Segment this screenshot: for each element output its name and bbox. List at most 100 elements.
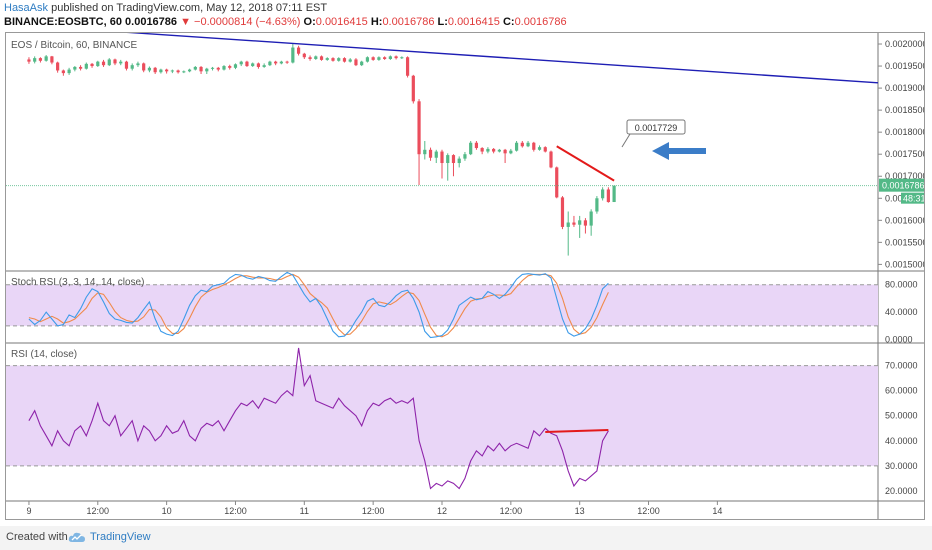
candle-body (136, 63, 140, 66)
price-pane-title: EOS / Bitcoin, 60, BINANCE (11, 40, 137, 51)
last-price-badge (879, 178, 924, 192)
candle-body (480, 148, 484, 152)
candle-body (251, 63, 255, 67)
blue-trendline (126, 33, 879, 84)
candle-body (446, 155, 450, 164)
close-value: 0.0016786 (514, 16, 567, 28)
candle-body (165, 69, 169, 72)
candle-body (239, 61, 243, 65)
candle-body (383, 57, 387, 60)
candle-body (50, 56, 54, 63)
candle-body (119, 61, 123, 64)
stoch-axis-label: 40.0000 (885, 307, 918, 317)
publish-info: HasaAsk published on TradingView.com, Ma… (4, 2, 327, 14)
candle-body (514, 142, 519, 151)
candle-body (176, 70, 180, 73)
tradingview-link[interactable]: TradingView (90, 531, 151, 543)
candle-body (314, 56, 318, 60)
candle-body (233, 64, 238, 68)
time-axis-label: 12:00 (362, 506, 385, 516)
candle-body (337, 58, 341, 61)
rsi-pane-title: RSI (14, close) (11, 349, 77, 360)
candle-body (371, 57, 375, 60)
stoch-axis-label: 0.0000 (885, 335, 913, 345)
candle-body (492, 148, 496, 152)
candle-body (147, 67, 152, 71)
candle-body (159, 69, 163, 73)
candle-body (331, 58, 335, 61)
price-axis-label: 0.0015500 (885, 237, 924, 247)
price-axis-label: 0.0017500 (885, 149, 924, 159)
author-link[interactable]: HasaAsk (4, 2, 49, 14)
candle-body (572, 222, 576, 225)
chart-header: HasaAsk published on TradingView.com, Ma… (0, 0, 932, 30)
last-price-label: 0.0016786 (882, 181, 924, 191)
candle-body (503, 149, 507, 154)
chart-svg[interactable]: 0.00150000.00155000.00160000.00165000.00… (6, 33, 924, 519)
high-value: 0.0016786 (382, 16, 435, 28)
stoch-band (6, 284, 878, 326)
candle-body (612, 185, 616, 203)
candle-body (291, 47, 295, 63)
price-axis-label: 0.0018000 (885, 127, 924, 137)
rsi-axis-label: 50.0000 (885, 411, 918, 421)
symbol-info: BINANCE:EOSBTC, 60 0.0016786 ▼ −0.000081… (4, 16, 567, 28)
ohlc-values: O:0.0016415 H:0.0016786 L:0.0016415 C:0.… (304, 16, 567, 28)
candle-body (451, 155, 456, 164)
candle-body (268, 61, 272, 66)
candle-body (360, 61, 364, 66)
price-axis-label: 0.0015000 (885, 259, 924, 269)
candle-body (526, 142, 530, 147)
candle-body (543, 147, 547, 152)
candle-body (107, 59, 111, 66)
candle-body (474, 142, 479, 149)
candle-body (578, 220, 582, 225)
candle-body (193, 66, 197, 70)
chart-area[interactable]: 0.00150000.00155000.00160000.00165000.00… (5, 32, 925, 520)
candle-body (130, 65, 134, 69)
last-price: 0.0016786 (125, 16, 178, 28)
candle-body (210, 67, 215, 69)
candle-body (44, 56, 48, 61)
rsi-axis-label: 30.0000 (885, 461, 918, 471)
time-axis-label: 13 (575, 506, 585, 516)
candle-body (61, 70, 65, 74)
candle-body (601, 189, 605, 199)
candle-body (308, 57, 312, 60)
candle-body (33, 58, 37, 62)
price-axis-label: 0.0016000 (885, 215, 924, 225)
candle-body (84, 63, 88, 69)
candle-body (296, 47, 301, 54)
candle-body (56, 62, 60, 71)
open-value: 0.0016415 (315, 16, 368, 28)
rsi-red-trendline (545, 429, 609, 434)
candle-body (78, 66, 83, 69)
price-axis-label: 0.0017000 (885, 171, 924, 181)
candle-body (319, 56, 324, 60)
candle-body (38, 58, 43, 61)
footer: Created with TradingView (0, 526, 932, 550)
rsi-axis-label: 20.0000 (885, 486, 918, 496)
candle-body (256, 63, 261, 67)
stoch-axis-label: 80.0000 (885, 280, 918, 290)
tradingview-cloud-icon (68, 532, 85, 542)
candle-body (589, 211, 593, 226)
candle-body (394, 56, 398, 59)
candle-body (509, 150, 513, 154)
candle-body (520, 142, 524, 147)
candle-body (222, 66, 226, 70)
high-label: H: (370, 16, 383, 28)
candle-body (469, 142, 473, 155)
time-axis-label: 12:00 (500, 506, 523, 516)
price-axis-label: 0.0019500 (885, 61, 924, 71)
rsi-axis-label: 40.0000 (885, 436, 918, 446)
candle-body (228, 66, 232, 68)
price-callout-label: 0.0017729 (635, 123, 678, 133)
low-label: L: (437, 16, 448, 28)
red-trendline (556, 145, 615, 182)
candle-body (262, 65, 266, 67)
stoch-d-line (28, 273, 609, 338)
candle-body (67, 69, 71, 74)
candle-body (560, 197, 565, 227)
candle-body (101, 61, 106, 66)
